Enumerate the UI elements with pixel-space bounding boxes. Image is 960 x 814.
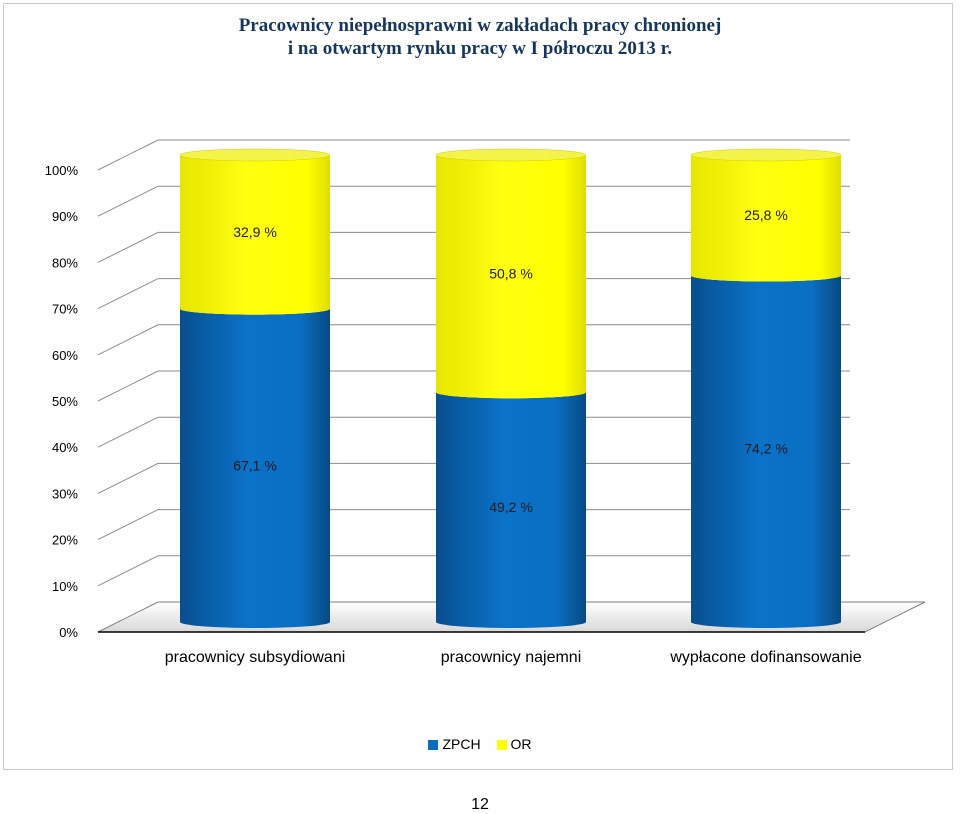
data-labels: 67,1 % 32,9 % 49,2 % 50,8 % 74,2 % 25,8 % xyxy=(233,207,788,515)
data-label-zpch-pracownicy-najemni: 49,2 % xyxy=(489,499,533,515)
legend-label-or: OR xyxy=(510,736,532,752)
y-tick-label-7: 70% xyxy=(52,302,78,317)
gridline-8 xyxy=(97,231,850,263)
y-tick-label-1: 10% xyxy=(52,579,78,594)
data-label-or-wyplacone-dofinansowanie: 25,8 % xyxy=(744,207,788,223)
chart-title-line-2: i na otwartym rynku pracy w I półroczu 2… xyxy=(287,38,673,59)
gridline-5 xyxy=(97,370,850,402)
legend-swatch-or xyxy=(496,740,507,750)
bar-or-wyplacone-dofinansowanie xyxy=(691,155,841,282)
gridline-10 xyxy=(97,139,850,171)
x-tick-label-pracownicy-subsydiowani: pracownicy subsydiowani xyxy=(165,649,346,666)
gridline-3 xyxy=(97,462,850,494)
x-tick-label-pracownicy-najemni: pracownicy najemni xyxy=(441,649,582,666)
bar-top-pracownicy-najemni xyxy=(435,148,587,162)
x-axis: pracownicy subsydiowani pracownicy najemn… xyxy=(165,649,862,666)
legend-swatch-zpch xyxy=(428,740,439,750)
gridline-7 xyxy=(97,278,850,310)
y-axis: 0% 10% 20% 30% 40% 50% 60% 70% 80% 90% 100% xyxy=(45,163,79,640)
y-tick-label-8: 80% xyxy=(52,255,78,270)
gridline-2 xyxy=(97,509,850,541)
bar-zpch-pracownicy-najemni xyxy=(436,392,586,628)
gridline-1 xyxy=(97,555,850,587)
bar-or-pracownicy-subsydiowani xyxy=(180,155,330,315)
x-tick-label-wyplacone-dofinansowanie: wypłacone dofinansowanie xyxy=(669,649,861,666)
bar-zpch-wyplacone-dofinansowanie xyxy=(691,275,841,628)
bar-top-wyplacone-dofinansowanie xyxy=(690,148,842,162)
data-label-zpch-wyplacone-dofinansowanie: 74,2 % xyxy=(744,441,788,457)
legend: ZPCH OR xyxy=(0,736,960,752)
chart-title-line-1: Pracownicy niepełnosprawni w zakładach p… xyxy=(238,15,722,36)
gridline-9 xyxy=(97,185,850,217)
legend-item-or: OR xyxy=(496,736,532,752)
y-tick-label-0: 0% xyxy=(59,625,78,640)
y-tick-label-6: 60% xyxy=(52,348,78,363)
bar-or-pracownicy-najemni xyxy=(436,155,586,399)
gridline-6 xyxy=(97,324,850,356)
legend-item-zpch: ZPCH xyxy=(428,736,481,752)
bars xyxy=(179,148,842,628)
bar-top-pracownicy-subsydiowani xyxy=(179,148,331,162)
bar-zpch-pracownicy-subsydiowani xyxy=(180,308,330,628)
gridline-4 xyxy=(97,416,850,448)
y-tick-label-10: 100% xyxy=(45,163,79,178)
page-number: 12 xyxy=(471,796,489,813)
legend-label-zpch: ZPCH xyxy=(442,736,481,752)
data-label-or-pracownicy-najemni: 50,8 % xyxy=(489,266,533,282)
data-label-zpch-pracownicy-subsydiowani: 67,1 % xyxy=(233,457,277,473)
y-tick-label-9: 90% xyxy=(52,209,78,224)
y-tick-label-4: 40% xyxy=(52,440,78,455)
data-label-or-pracownicy-subsydiowani: 32,9 % xyxy=(233,224,277,240)
y-tick-label-3: 30% xyxy=(52,486,78,501)
gridlines xyxy=(97,139,850,587)
y-tick-label-2: 20% xyxy=(52,533,78,548)
y-tick-label-5: 50% xyxy=(52,394,78,409)
chart-title: Pracownicy niepełnosprawni w zakładach p… xyxy=(0,14,960,60)
